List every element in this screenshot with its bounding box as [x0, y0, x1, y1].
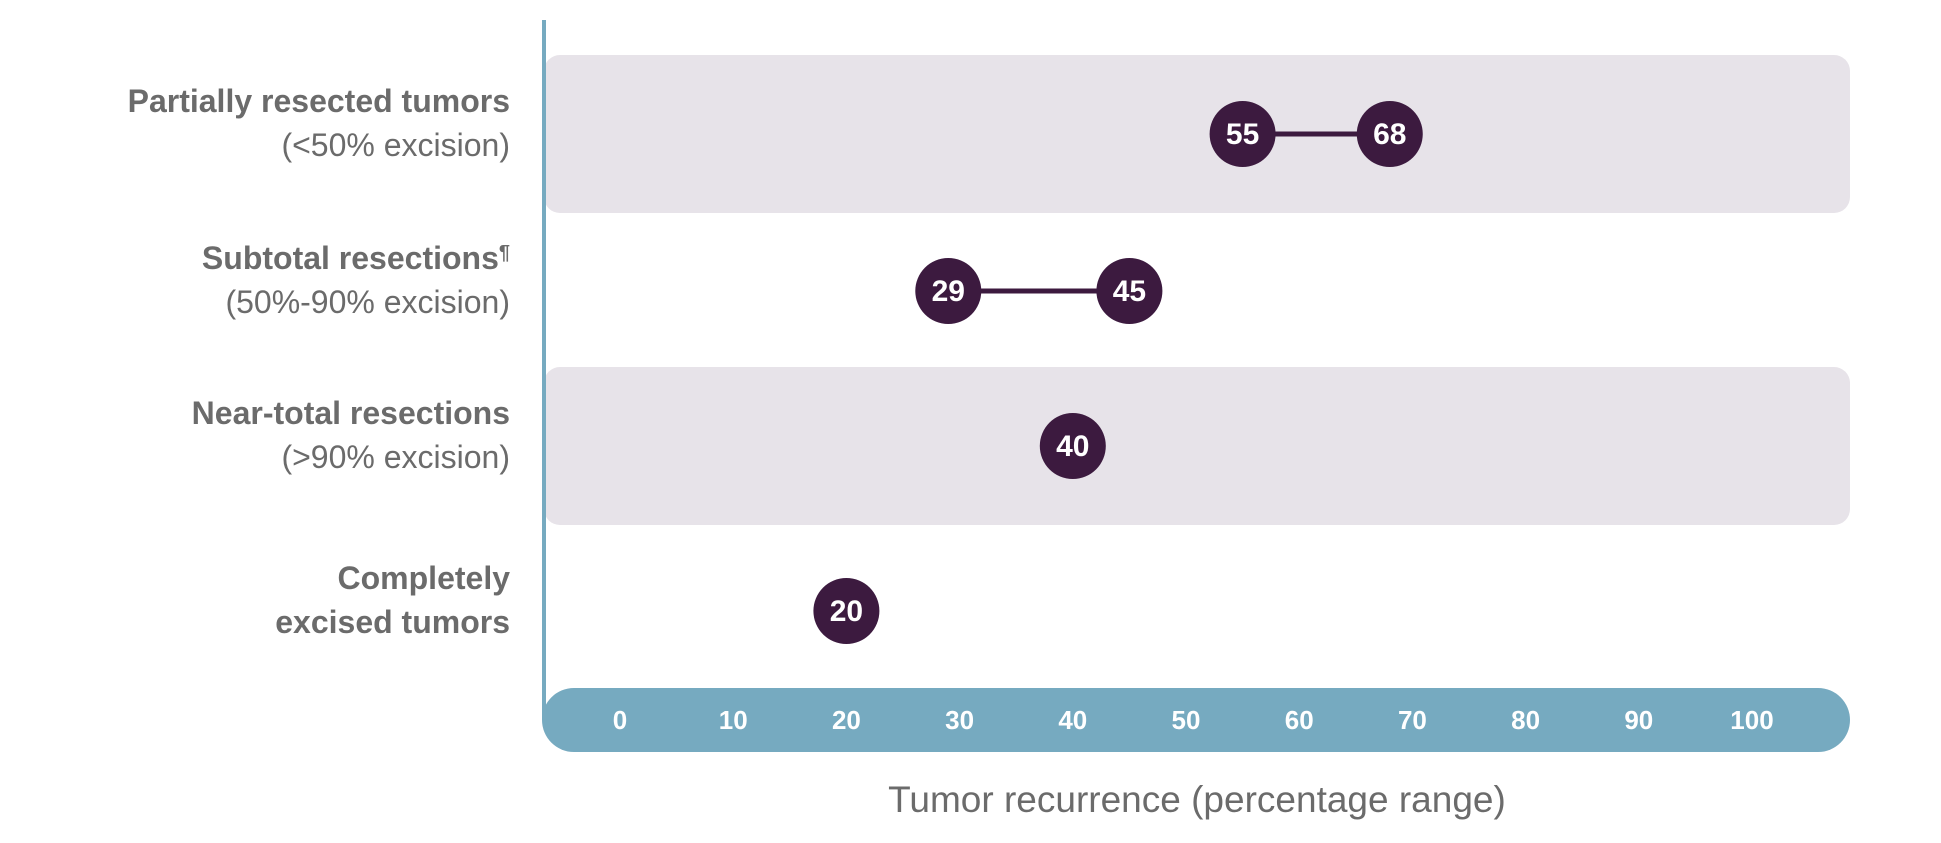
x-tick-label: 60 — [1285, 705, 1314, 735]
category-title: Partially resected tumors — [128, 83, 510, 119]
data-label: 55 — [1226, 118, 1259, 151]
row-band — [544, 55, 1850, 213]
category-subtitle: (<50% excision) — [281, 127, 510, 163]
data-label: 68 — [1373, 118, 1406, 151]
x-tick-label: 40 — [1058, 705, 1087, 735]
x-tick-label: 10 — [719, 705, 748, 735]
x-tick-label: 50 — [1172, 705, 1201, 735]
category-subtitle: (>90% excision) — [281, 439, 510, 475]
data-point — [1209, 101, 1276, 167]
data-point — [1039, 413, 1106, 479]
x-tick-label: 20 — [832, 705, 861, 735]
data-point — [915, 258, 982, 324]
category-subtitle: (50%-90% excision) — [225, 284, 510, 320]
data-label: 29 — [932, 275, 965, 308]
data-label: 40 — [1056, 430, 1089, 463]
x-tick-label: 70 — [1398, 705, 1427, 735]
data-point — [1096, 258, 1163, 324]
x-tick-label: 90 — [1624, 705, 1653, 735]
x-tick-label: 0 — [613, 705, 627, 735]
data-label: 45 — [1113, 275, 1146, 308]
category-title: Subtotal resections¶ — [202, 240, 510, 276]
x-tick-label: 100 — [1730, 705, 1773, 735]
row-band — [544, 367, 1850, 525]
category-subtitle: excised tumors — [275, 604, 510, 640]
footnote-mark: ¶ — [499, 242, 510, 264]
x-tick-label: 30 — [945, 705, 974, 735]
x-axis-title: Tumor recurrence (percentage range) — [888, 779, 1506, 820]
category-title: Near-total resections — [192, 395, 510, 431]
data-point — [1356, 101, 1423, 167]
x-axis-bar — [542, 688, 1850, 752]
data-point — [813, 578, 880, 644]
x-tick-label: 80 — [1511, 705, 1540, 735]
category-title: Completely — [338, 560, 511, 596]
data-label: 20 — [830, 595, 863, 628]
